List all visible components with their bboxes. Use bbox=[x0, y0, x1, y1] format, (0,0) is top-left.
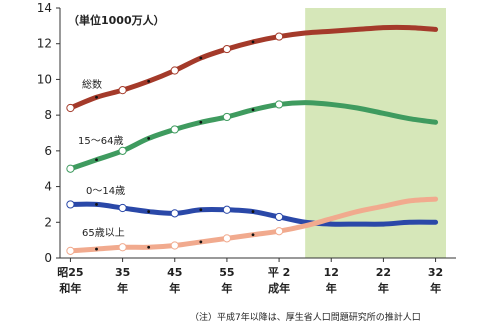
y-tick-label: 2 bbox=[44, 215, 52, 229]
y-axis: 0 2 4 6 8 10 12 14 bbox=[37, 1, 60, 265]
data-point-total bbox=[67, 104, 74, 111]
data-point-65plus bbox=[147, 246, 150, 249]
data-point-65plus bbox=[119, 244, 126, 251]
data-point-0-14 bbox=[67, 201, 74, 208]
data-point-total bbox=[147, 80, 150, 83]
y-tick-label: 6 bbox=[44, 144, 52, 158]
data-point-15-64 bbox=[67, 165, 74, 172]
data-point-total bbox=[199, 57, 202, 60]
unit-label: （単位1000万人） bbox=[68, 13, 165, 27]
data-point-total bbox=[252, 41, 255, 44]
data-point-0-14 bbox=[95, 203, 98, 206]
data-point-0-14 bbox=[119, 204, 126, 211]
data-point-total bbox=[119, 87, 126, 94]
data-point-65plus bbox=[275, 228, 282, 235]
data-point-total bbox=[223, 45, 230, 52]
data-point-15-64 bbox=[199, 121, 202, 124]
x-tick-label: 55 bbox=[219, 266, 234, 279]
data-point-15-64 bbox=[171, 126, 178, 133]
data-point-15-64 bbox=[95, 158, 98, 161]
y-tick-label: 10 bbox=[37, 72, 52, 86]
x-tick-label: 平 2 bbox=[268, 266, 290, 279]
y-tick-label: 4 bbox=[44, 180, 52, 194]
data-point-65plus bbox=[95, 248, 98, 251]
y-tick-label: 12 bbox=[37, 37, 52, 51]
y-tick-label: 14 bbox=[37, 1, 52, 15]
data-point-total bbox=[171, 67, 178, 74]
series-label-0-14: 0〜14歳 bbox=[86, 185, 125, 197]
x-axis: 昭25 和年 35 年 45 年 55 年 平 2 成年 12 年 22 年 32 年 bbox=[57, 258, 456, 295]
series-label-65plus: 65歳以上 bbox=[82, 227, 125, 239]
y-tick-label: 0 bbox=[44, 251, 52, 265]
x-tick-label-bottom: 年 bbox=[117, 281, 128, 295]
series-label-15-64: 15〜64歳 bbox=[78, 135, 123, 147]
data-point-65plus bbox=[199, 241, 202, 244]
data-point-65plus bbox=[223, 235, 230, 242]
x-tick-label-bottom: 成年 bbox=[268, 281, 290, 295]
data-point-15-64 bbox=[147, 137, 150, 140]
x-tick-label-bottom: 年 bbox=[326, 281, 337, 295]
x-tick-label: 45 bbox=[167, 266, 182, 279]
data-point-15-64 bbox=[252, 108, 255, 111]
data-point-15-64 bbox=[275, 101, 282, 108]
data-point-total bbox=[275, 33, 282, 40]
x-tick-label: 35 bbox=[115, 266, 130, 279]
x-tick-label: 22 bbox=[376, 266, 391, 279]
x-tick-label-bottom: 年 bbox=[378, 281, 389, 295]
data-point-15-64 bbox=[119, 147, 126, 154]
y-tick-label: 8 bbox=[44, 108, 52, 122]
data-point-0-14 bbox=[199, 208, 202, 211]
x-tick-label: 12 bbox=[324, 266, 339, 279]
x-tick-label-bottom: 和年 bbox=[59, 281, 81, 295]
data-point-total bbox=[95, 96, 98, 99]
data-point-15-64 bbox=[223, 113, 230, 120]
x-tick-label-bottom: 年 bbox=[169, 281, 180, 295]
data-point-0-14 bbox=[147, 210, 150, 213]
footnote: （注）平成7年以降は、厚生省人口問題研究所の推計人口 bbox=[190, 311, 421, 323]
data-point-0-14 bbox=[252, 210, 255, 213]
data-point-65plus bbox=[67, 247, 74, 254]
series-label-total: 総数 bbox=[82, 78, 102, 91]
data-point-65plus bbox=[252, 233, 255, 236]
x-tick-label-bottom: 年 bbox=[430, 281, 441, 295]
x-tick-label: 昭25 bbox=[57, 266, 83, 279]
data-point-0-14 bbox=[171, 210, 178, 217]
data-point-65plus bbox=[171, 242, 178, 249]
x-tick-label: 32 bbox=[428, 266, 443, 279]
data-point-0-14 bbox=[223, 206, 230, 213]
data-point-0-14 bbox=[275, 213, 282, 220]
x-tick-label-bottom: 年 bbox=[221, 281, 232, 295]
